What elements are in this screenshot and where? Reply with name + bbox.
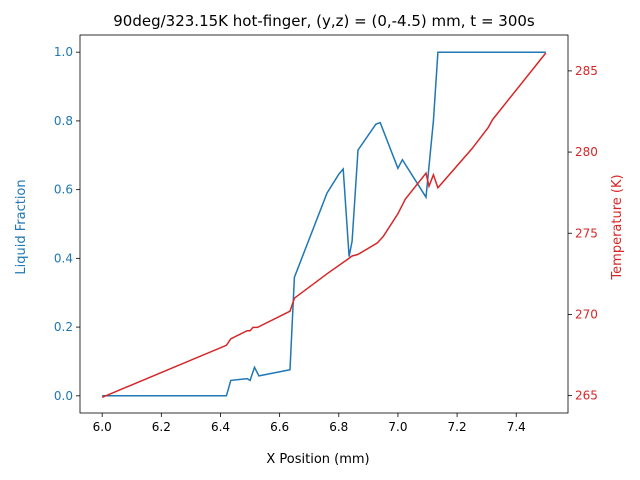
left-y-axis-label: Liquid Fraction xyxy=(14,179,29,274)
liquid-fraction-series xyxy=(102,51,546,397)
temperature-series xyxy=(101,52,547,398)
liquid-fraction-line xyxy=(102,51,546,397)
left-y-axis-ticks: 0.0 0.2 0.4 0.6 0.8 1.0 xyxy=(54,45,80,403)
left-y-tick-label: 0.2 xyxy=(54,320,73,334)
right-y-axis-ticks: 265 270 275 280 285 xyxy=(568,64,598,403)
x-axis-ticks: 6.0 6.2 6.4 6.6 6.8 7.0 7.2 7.4 xyxy=(93,413,526,434)
x-tick-label: 6.2 xyxy=(152,420,171,434)
plot-frame xyxy=(79,34,569,414)
temperature-line xyxy=(101,52,547,398)
left-y-tick-label: 0.0 xyxy=(54,389,73,403)
x-tick-label: 6.0 xyxy=(93,420,112,434)
x-tick-label: 6.4 xyxy=(211,420,230,434)
right-y-tick-label: 265 xyxy=(575,389,598,403)
left-y-tick-label: 1.0 xyxy=(54,45,73,59)
right-y-tick-label: 275 xyxy=(575,226,598,240)
x-axis-label: X Position (mm) xyxy=(266,452,369,467)
left-y-tick-label: 0.6 xyxy=(54,183,73,197)
right-y-tick-label: 285 xyxy=(575,64,598,78)
x-tick-label: 6.8 xyxy=(329,420,348,434)
right-y-tick-label: 270 xyxy=(575,307,598,321)
left-y-tick-label: 0.8 xyxy=(54,114,73,128)
x-tick-label: 7.0 xyxy=(388,420,407,434)
x-tick-label: 7.2 xyxy=(448,420,467,434)
x-tick-label: 7.4 xyxy=(507,420,526,434)
x-tick-label: 6.6 xyxy=(270,420,289,434)
left-y-tick-label: 0.4 xyxy=(54,251,73,265)
chart-title: 90deg/323.15K hot-finger, (y,z) = (0,-4.… xyxy=(113,12,535,30)
right-y-axis-label: Temperature (K) xyxy=(610,174,625,280)
right-y-tick-label: 280 xyxy=(575,145,598,159)
